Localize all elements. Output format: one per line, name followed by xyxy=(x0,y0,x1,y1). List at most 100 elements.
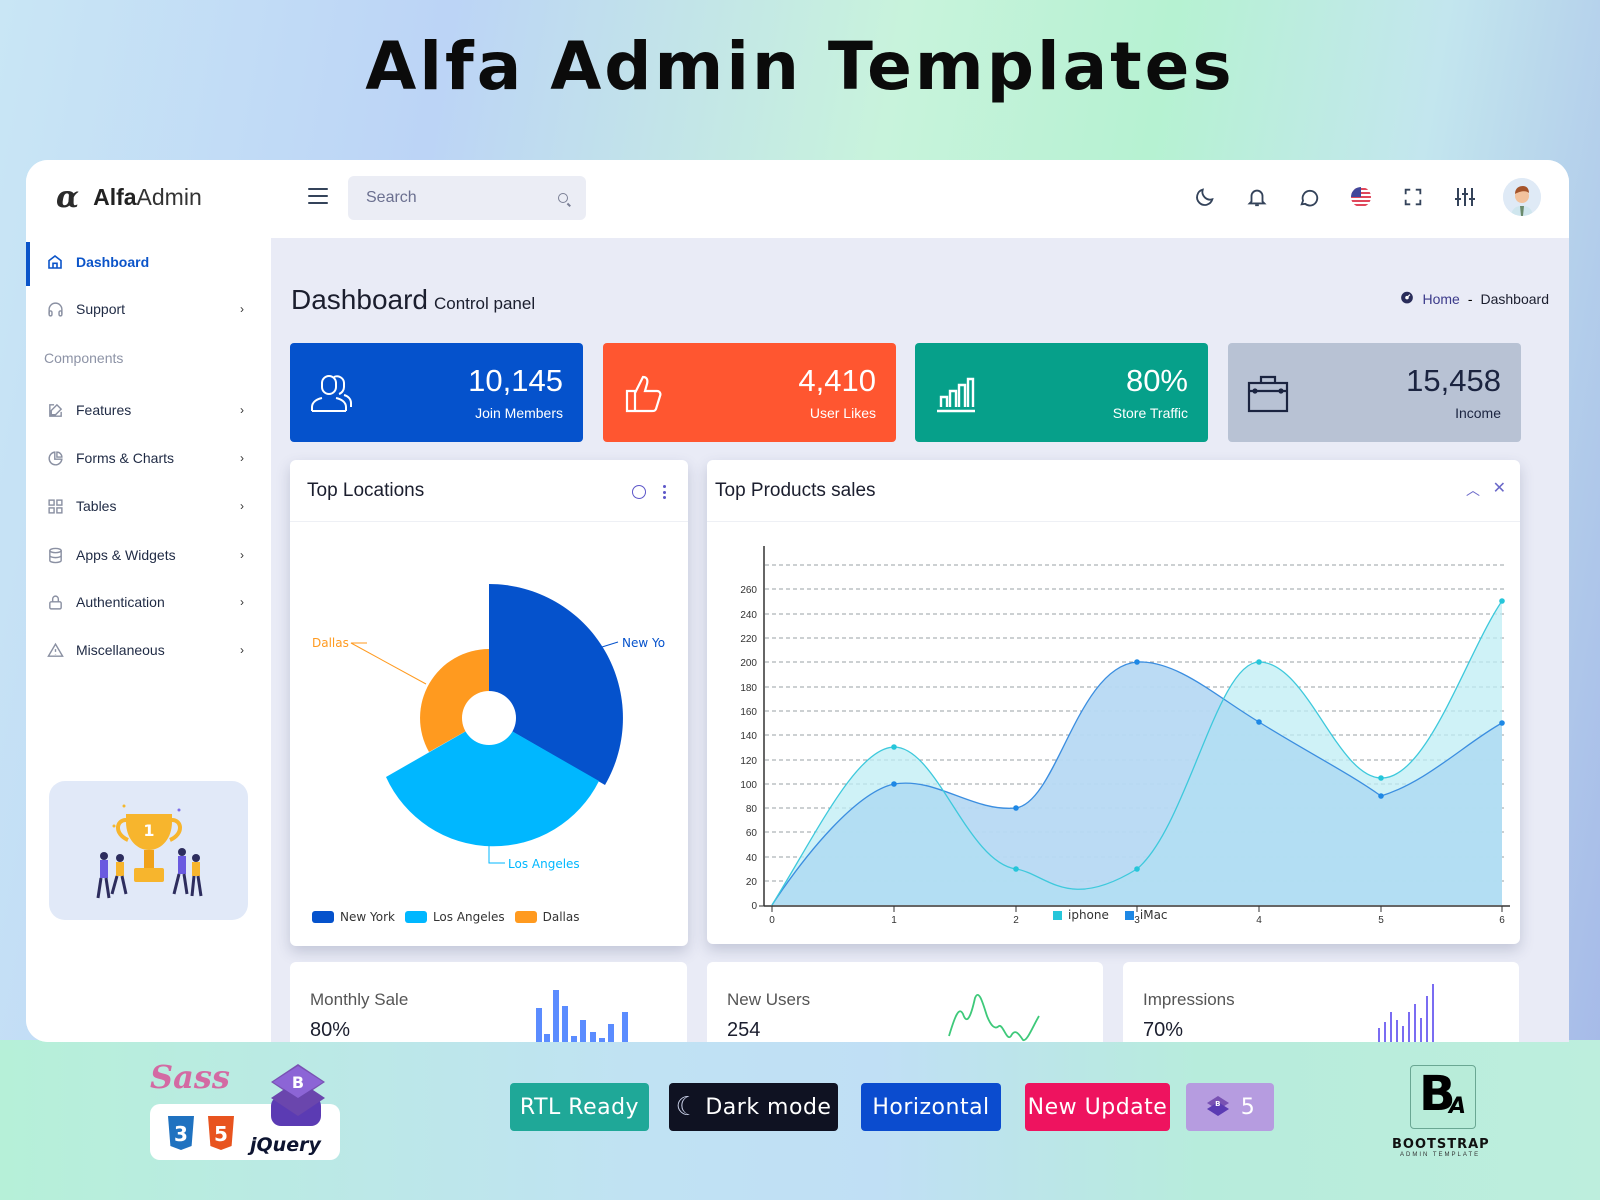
us-flag-icon[interactable] xyxy=(1347,183,1375,211)
horizontal-badge: Horizontal xyxy=(861,1083,1001,1131)
warning-icon xyxy=(46,641,64,659)
sidebar-item-authentication[interactable]: Authentication › xyxy=(26,582,271,622)
promo-title: Alfa Admin Templates xyxy=(365,28,1235,105)
chat-icon[interactable] xyxy=(1295,183,1323,211)
tech-logos: Sass 3 5 B jQuery xyxy=(150,1058,345,1162)
more-vertical-icon[interactable] xyxy=(662,485,666,499)
svg-text:5: 5 xyxy=(1378,915,1384,926)
top-products-legend: iphone iMac xyxy=(1053,908,1168,922)
top-bar: α AlfaAdmin xyxy=(26,160,1569,238)
stat-card-income[interactable]: 15,458 Income xyxy=(1228,343,1521,442)
alpha-logo-icon: α xyxy=(56,180,80,215)
sidebar-item-label: Support xyxy=(76,301,126,317)
stat-card-likes[interactable]: 4,410 User Likes xyxy=(603,343,896,442)
trophy-promo-card: 1 xyxy=(49,781,248,920)
top-locations-card: Top Locations Dallas New Yo Los Angeles … xyxy=(290,460,688,946)
chevron-right-icon: › xyxy=(240,451,244,465)
sidebar-item-label: Forms & Charts xyxy=(76,450,175,466)
stat-card-traffic[interactable]: 80% Store Traffic xyxy=(915,343,1208,442)
user-avatar[interactable] xyxy=(1503,178,1541,216)
svg-text:3: 3 xyxy=(174,1122,188,1146)
logo-bold-text: Alfa xyxy=(93,184,137,210)
sliders-icon[interactable] xyxy=(1451,183,1479,211)
sidebar-item-dashboard[interactable]: Dashboard xyxy=(26,242,271,286)
stat-label: Income xyxy=(1455,405,1501,421)
search-input[interactable] xyxy=(366,189,546,207)
sidebar-item-label: Tables xyxy=(76,498,117,514)
headphones-icon xyxy=(46,300,64,318)
close-icon[interactable]: ✕ xyxy=(1492,480,1506,497)
moon-icon[interactable] xyxy=(1191,183,1219,211)
bell-icon[interactable] xyxy=(1243,183,1271,211)
sidebar-item-tables[interactable]: Tables › xyxy=(26,486,271,526)
monthly-sale-sparkbar xyxy=(536,990,628,1042)
html5-logo-icon: 5 xyxy=(208,1116,234,1150)
vendor-tagline: ADMIN TEMPLATE xyxy=(1400,1152,1481,1158)
breadcrumb-separator: - xyxy=(1467,290,1473,307)
fullscreen-icon[interactable] xyxy=(1399,183,1427,211)
trophy-illustration: 1 xyxy=(96,804,202,898)
refresh-circle-icon[interactable] xyxy=(632,485,646,499)
grid-icon xyxy=(46,497,64,515)
main-content: Dashboard Control panel Home - Dashboard … xyxy=(271,238,1569,1042)
sidebar-item-apps-widgets[interactable]: Apps & Widgets › xyxy=(26,535,271,575)
legend-item[interactable]: New York xyxy=(312,910,395,924)
monthly-sale-card: Monthly Sale 80% xyxy=(290,962,687,1042)
svg-text:0: 0 xyxy=(751,901,757,912)
svg-text:160: 160 xyxy=(740,707,757,718)
sidebar-item-label: Authentication xyxy=(76,594,165,610)
legend-item[interactable]: iphone xyxy=(1053,908,1109,922)
top-products-card: Top Products sales ︿ ✕ 0 20 40 60 80 100 120 14… xyxy=(707,460,1520,944)
sidebar: Dashboard Support › Components Features … xyxy=(26,238,271,1042)
stat-label: Join Members xyxy=(475,405,563,421)
chevron-right-icon: › xyxy=(240,643,244,657)
legend-item[interactable]: Dallas xyxy=(514,910,580,924)
svg-text:20: 20 xyxy=(746,877,758,888)
database-icon xyxy=(46,546,64,564)
legend-item[interactable]: iMac xyxy=(1124,908,1168,922)
app-logo[interactable]: α AlfaAdmin xyxy=(56,180,202,215)
sidebar-item-support[interactable]: Support › xyxy=(26,289,271,329)
thumbs-up-icon xyxy=(625,375,662,413)
home-icon xyxy=(46,253,64,271)
stat-value: 15,458 xyxy=(1406,363,1501,398)
svg-text:60: 60 xyxy=(746,828,758,839)
chevron-right-icon: › xyxy=(240,302,244,316)
search-box xyxy=(348,176,586,220)
svg-text:240: 240 xyxy=(740,610,757,621)
breadcrumb-home-link[interactable]: Home xyxy=(1422,290,1460,307)
mini-stat-title: Monthly Sale xyxy=(310,990,409,1009)
bootstrap-icon: B xyxy=(1206,1096,1229,1116)
dallas-label: Dallas xyxy=(312,636,349,650)
svg-text:1: 1 xyxy=(143,821,154,840)
collapse-chevron-up-icon[interactable]: ︿ xyxy=(1466,482,1480,498)
svg-text:B: B xyxy=(292,1073,304,1092)
svg-text:80: 80 xyxy=(746,804,758,815)
new-users-card: New Users 254 xyxy=(707,962,1103,1042)
menu-toggle-icon[interactable] xyxy=(308,188,328,204)
bar-chart-icon xyxy=(937,377,975,413)
moon-icon: ☾ xyxy=(675,1092,700,1122)
breadcrumb-current: Dashboard xyxy=(1480,290,1550,307)
legend-item[interactable]: Los Angeles xyxy=(404,910,505,924)
stat-card-members[interactable]: 10,145 Join Members xyxy=(290,343,583,442)
bootstrap-logo-icon: B xyxy=(271,1064,325,1126)
card-title: Top Locations xyxy=(307,479,425,501)
mini-stat-title: New Users xyxy=(727,990,811,1009)
sidebar-item-miscellaneous[interactable]: Miscellaneous › xyxy=(26,630,271,670)
svg-text:120: 120 xyxy=(740,756,757,767)
logo-regular-text: Admin xyxy=(136,184,202,210)
vendor-name: BOOTSTRAP xyxy=(1392,1137,1490,1152)
chevron-right-icon: › xyxy=(240,595,244,609)
css3-logo-icon: 3 xyxy=(168,1116,194,1150)
search-icon[interactable] xyxy=(558,193,568,203)
sidebar-item-forms-charts[interactable]: Forms & Charts › xyxy=(26,438,271,478)
svg-text:40: 40 xyxy=(746,853,758,864)
pie-chart-icon xyxy=(46,449,64,467)
stat-label: User Likes xyxy=(809,405,876,421)
sidebar-item-label: Apps & Widgets xyxy=(76,547,176,563)
sidebar-item-features[interactable]: Features › xyxy=(26,390,271,430)
card-title: Top Products sales xyxy=(715,479,876,501)
users-icon xyxy=(311,375,352,412)
new-update-badge: New Update xyxy=(1025,1083,1170,1131)
